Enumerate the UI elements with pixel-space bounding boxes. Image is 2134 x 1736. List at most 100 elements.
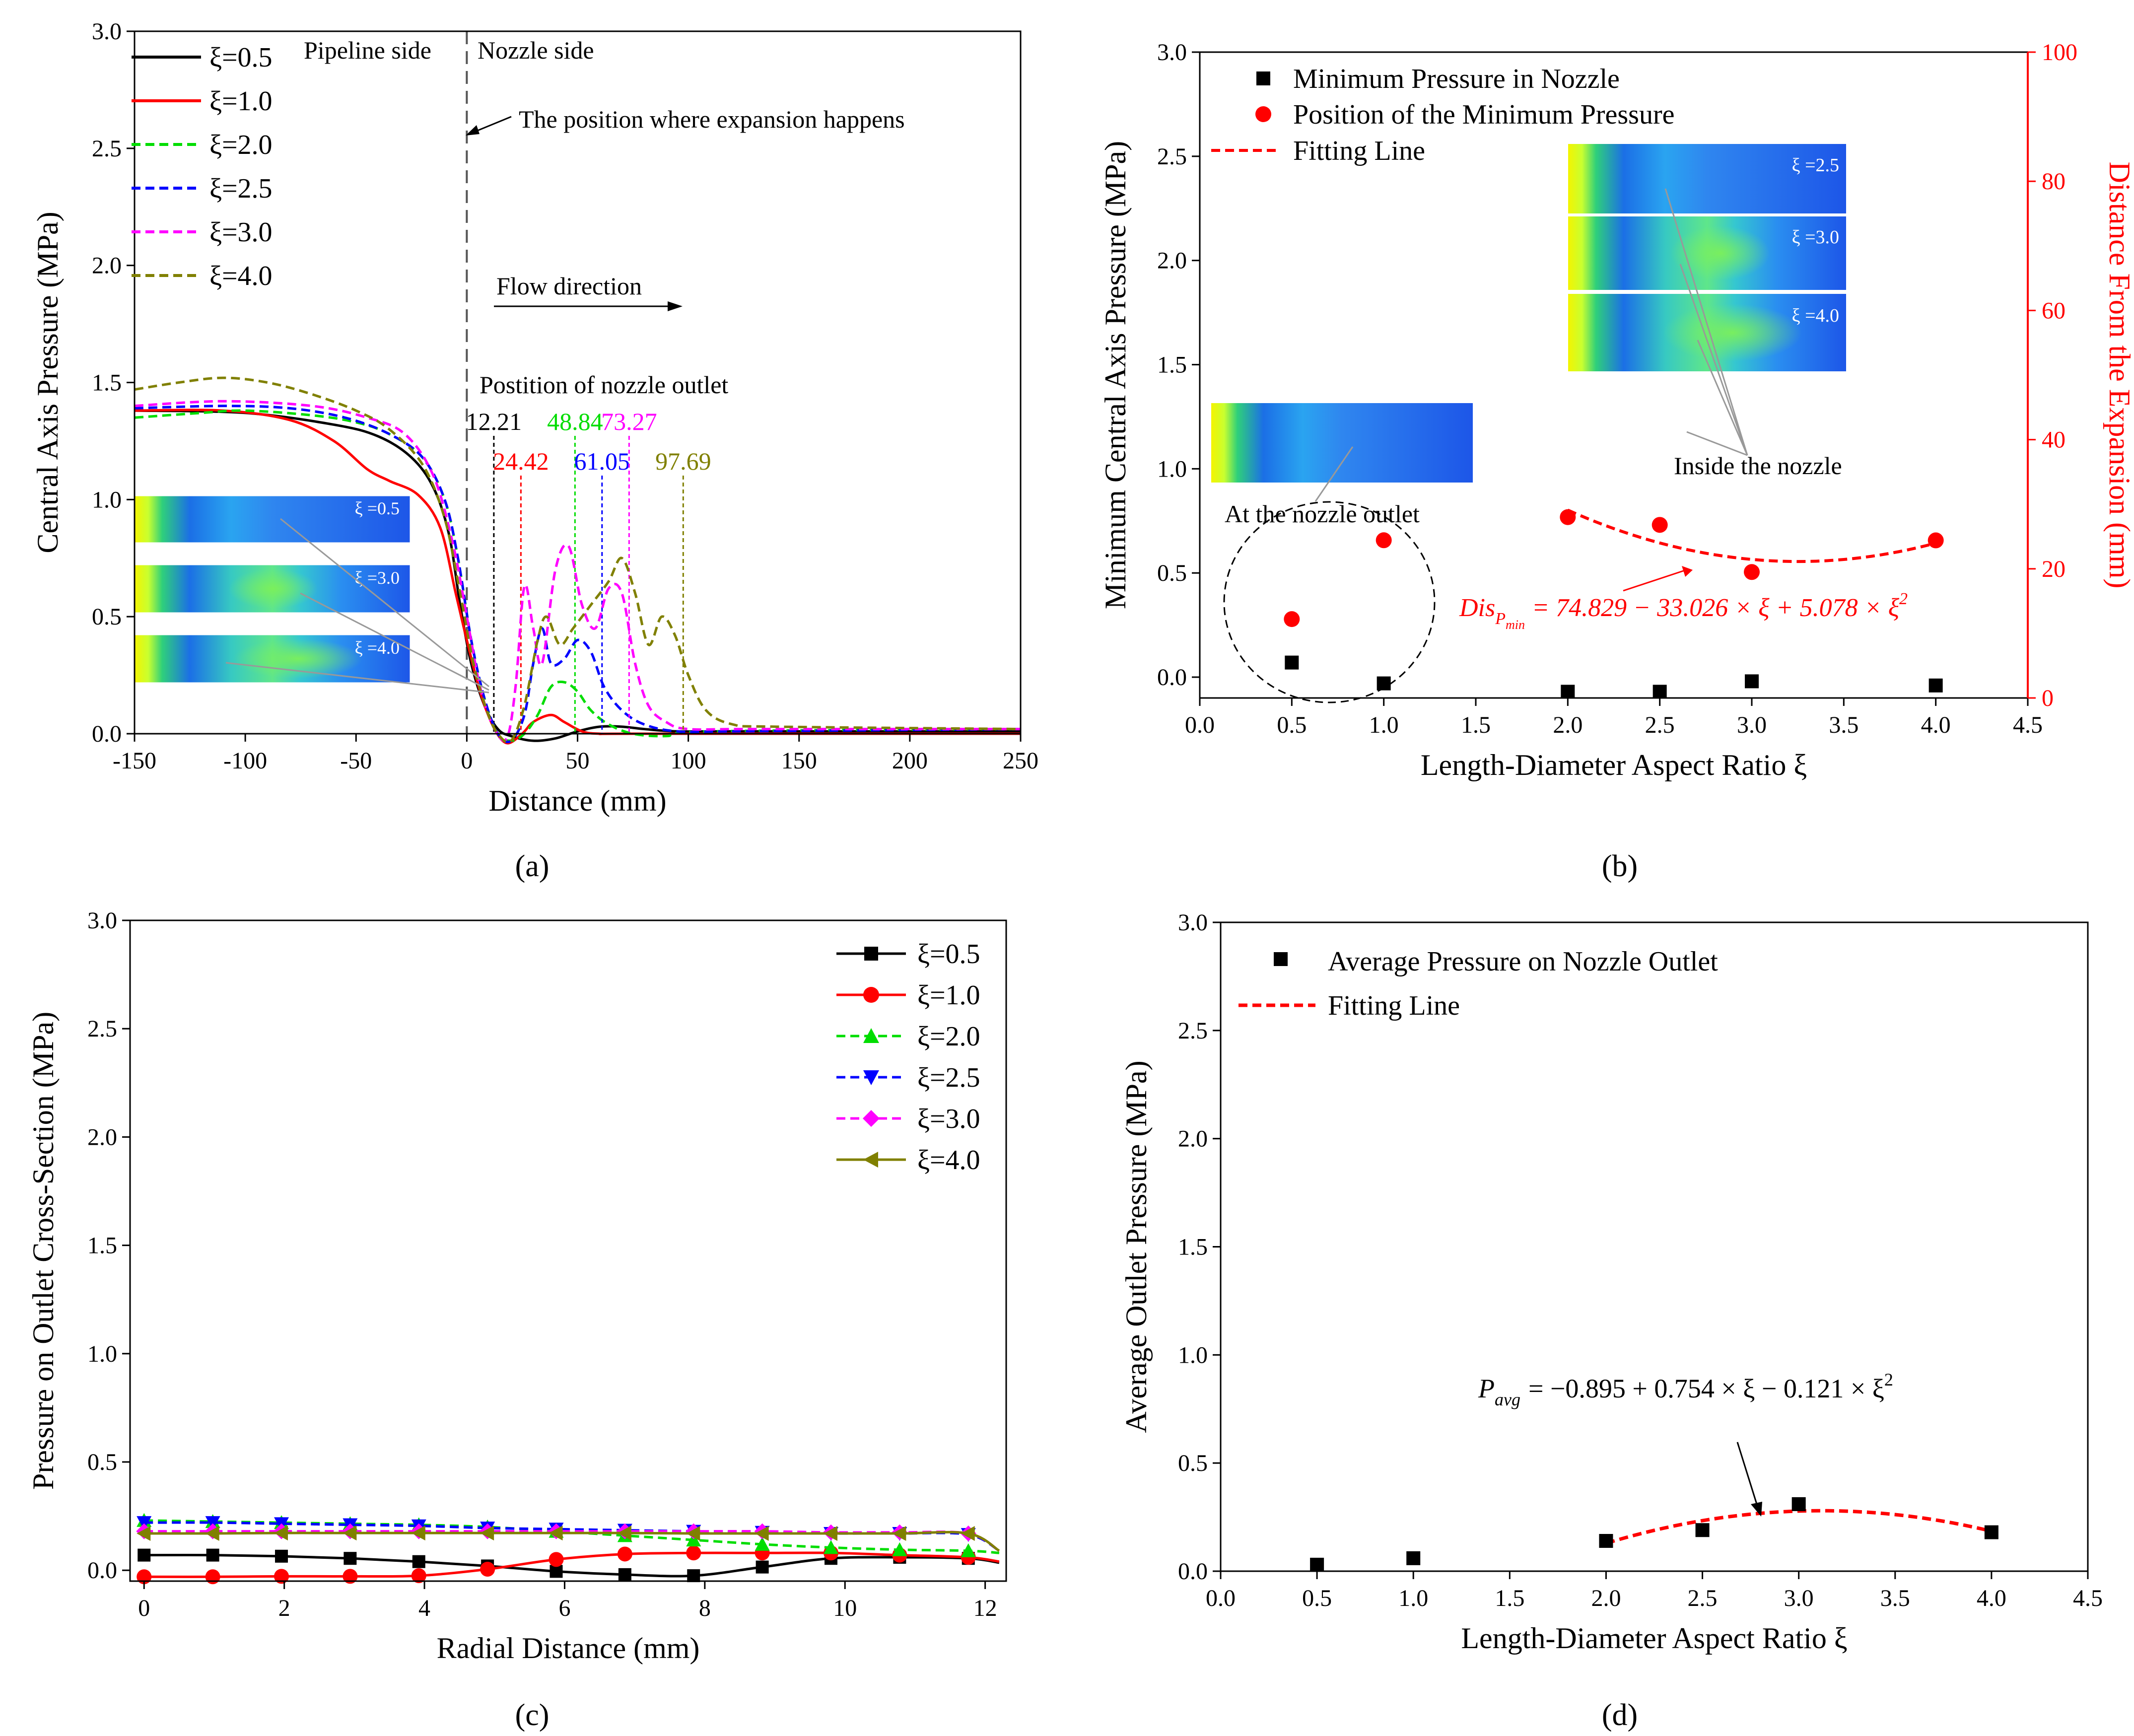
- outlet-label-1: 12.21: [466, 408, 522, 435]
- avg-pressure-point-1: [1310, 1557, 1324, 1572]
- y-tick-label: 3.0: [92, 18, 122, 45]
- position-point-6: [1927, 532, 1944, 549]
- panel-d: 0.0 0.5 1.0 1.5 2.0 2.5 3.0 3.5 4.0 4.5 0.0 0.5 1.0 1…: [1120, 909, 2103, 1655]
- series-c-6-point-1: [137, 1526, 151, 1541]
- series-line-4: [134, 405, 1021, 744]
- y-tick-label: 1.5: [1157, 352, 1187, 378]
- panel-label-c: (c): [515, 1698, 550, 1732]
- y-tick-label: 1.0: [1157, 456, 1187, 482]
- y2-axis-label: Distance From the Expansion (mm): [2103, 162, 2134, 589]
- x-tick-label: 3.0: [1784, 1585, 1814, 1611]
- legend-a-label-4: ξ=2.5: [209, 173, 273, 204]
- min-pressure-point-2: [1377, 676, 1391, 691]
- eq-b-rest: = 74.829 − 33.026 × ξ + 5.078 × ξ: [1532, 594, 1900, 622]
- fit-b-pointer: [1623, 568, 1688, 592]
- outlet-group-ellipse: [1223, 501, 1436, 703]
- position-point-4: [1652, 517, 1668, 533]
- y2-tick-label: 0: [2042, 685, 2054, 711]
- fit-equation-d: Pavg = −0.895 + 0.754 × ξ − 0.121 × ξ2: [1478, 1370, 1893, 1409]
- position-point-1: [1284, 611, 1300, 627]
- panel-c-legend: ξ=0.5 ξ=1.0 ξ=2.0 ξ=2.5 ξ=3.0 ξ=4.0: [836, 939, 980, 1176]
- position-point-2: [1376, 532, 1392, 549]
- x-tick-label: 2.5: [1688, 1585, 1718, 1611]
- series-c-2-point-3: [274, 1569, 289, 1584]
- inset-b-xi-3.0: ξ =3.0: [1568, 216, 1846, 290]
- panel-d-marks: [1310, 1497, 1998, 1572]
- y-tick-label: 0.5: [92, 604, 122, 630]
- x-tick-label: 0.0: [1206, 1585, 1236, 1611]
- series-c-line-3: [144, 1519, 1000, 1554]
- x-tick-label: -100: [223, 748, 267, 774]
- legend-c-label-2: ξ=1.0: [917, 980, 980, 1011]
- inset-b-xi-2.5: ξ =2.5: [1568, 144, 1846, 213]
- avg-pressure-point-2: [1406, 1551, 1421, 1565]
- eq-d-sub: avg: [1495, 1389, 1520, 1409]
- legend-c-marker-1: [864, 947, 878, 961]
- fit-d-pointer-head: [1751, 1502, 1762, 1517]
- panel-a: ξ =0.5 ξ =3.0 ξ =4.0 12.21 24.42 48.84 61.0…: [31, 18, 1038, 817]
- inside-label: Inside the nozzle: [1674, 452, 1842, 480]
- inset-b-label-3: ξ =4.0: [1792, 305, 1839, 326]
- x-tick-label: -50: [340, 748, 372, 774]
- series-c-2-point-8: [617, 1546, 632, 1562]
- series-c-1-point-8: [618, 1568, 631, 1581]
- series-line-5: [134, 400, 1021, 742]
- inset-xi-4.0: ξ =4.0: [134, 633, 412, 684]
- outlet-label: At the nozzle outlet: [1225, 500, 1420, 528]
- outlet-label-6: 97.69: [655, 447, 711, 475]
- pipeline-side-label: Pipeline side: [304, 36, 431, 64]
- y-axis-label: Average Outlet Pressure (MPa): [1120, 1060, 1153, 1433]
- x-tick-label: 150: [781, 748, 817, 774]
- panel-a-axes: -150 -100 -50 0 50 100 150 200 250 0.0 0.5 1.0 1.5 2.…: [31, 18, 1038, 817]
- outlet-label-5: 73.27: [601, 408, 657, 435]
- x-tick-label: 2.0: [1553, 712, 1583, 738]
- x-tick-label: 200: [892, 748, 928, 774]
- legend-a-label-3: ξ=2.0: [209, 130, 273, 160]
- x-tick-label: 2.5: [1645, 712, 1675, 738]
- min-pressure-point-1: [1285, 655, 1299, 670]
- fit-equation-b: DisPmin = 74.829 − 33.026 × ξ + 5.078 × ξ…: [1459, 590, 1908, 632]
- x-tick-label: 2.0: [1591, 1585, 1621, 1611]
- panel-b-marks: [1284, 508, 1944, 699]
- min-pressure-point-5: [1745, 674, 1759, 689]
- x-tick-label: 4.0: [1921, 712, 1951, 738]
- fit-d-pointer: [1736, 1442, 1758, 1506]
- y-axis-label: Central Axis Pressure (MPa): [31, 211, 64, 553]
- inset-b-outlet: [1211, 403, 1473, 483]
- series-c-6-point-2: [205, 1526, 219, 1541]
- legend-c-label-3: ξ=2.0: [917, 1021, 980, 1052]
- fit-b-pointer-head: [1682, 566, 1693, 577]
- y-tick-label: 1.0: [87, 1341, 117, 1367]
- eq-d-rest: = −0.895 + 0.754 × ξ − 0.121 × ξ: [1528, 1374, 1884, 1403]
- y-tick-label: 2.5: [1178, 1018, 1208, 1044]
- panel-label-d: (d): [1602, 1698, 1638, 1732]
- panel-a-marks: 12.21 24.42 48.84 61.05 73.27 97.69: [134, 31, 1021, 745]
- y-tick-label: 2.5: [87, 1016, 117, 1042]
- legend-c-marker-4: [863, 1070, 879, 1085]
- y-axis-label: Minimum Central Axis Pressure (MPa): [1099, 141, 1132, 609]
- y-tick-label: 2.5: [92, 136, 122, 162]
- avg-pressure-point-6: [1984, 1525, 1998, 1539]
- panel-b: ξ =2.5 ξ =3.0 ξ =4.0 At the nozzle outle…: [1099, 39, 2134, 781]
- legend-b-label-2: Position of the Minimum Pressure: [1293, 99, 1674, 130]
- series-c-1-point-2: [206, 1548, 219, 1562]
- series-c-2-point-9: [686, 1545, 701, 1561]
- y-tick-label: 1.0: [1178, 1342, 1208, 1368]
- flow-direction-label: Flow direction: [496, 272, 642, 300]
- panel-a-legend: ξ=0.5 ξ=1.0 ξ=2.0 ξ=2.5 ξ=3.0 ξ=4.0: [132, 42, 273, 291]
- inset-pointer-lines: [225, 518, 489, 694]
- panel-c-axes: 0 2 4 6 8 10 12 0.0 0.5 1.0 1.5 2.0 2.5 3.0 Radial Dis…: [27, 907, 1007, 1665]
- outlet-label-3: 48.84: [547, 408, 603, 435]
- legend-c-label-1: ξ=0.5: [917, 939, 980, 970]
- series-c-1-point-1: [138, 1548, 151, 1562]
- y-tick-label: 1.5: [92, 370, 122, 396]
- x-axis-label: Distance (mm): [488, 784, 666, 817]
- panel-c-marks: [136, 1513, 1000, 1585]
- panel-c: 0 2 4 6 8 10 12 0.0 0.5 1.0 1.5 2.0 2.5 3.0 Radial Dis…: [27, 907, 1007, 1665]
- series-c-1-point-3: [275, 1549, 288, 1563]
- series-c-2-point-5: [411, 1568, 426, 1584]
- expansion-annotation: The position where expansion happens: [519, 105, 905, 133]
- x-tick-label: 12: [973, 1595, 997, 1621]
- series-c-6-point-11: [824, 1526, 837, 1541]
- y-tick-label: 2.5: [1157, 143, 1187, 170]
